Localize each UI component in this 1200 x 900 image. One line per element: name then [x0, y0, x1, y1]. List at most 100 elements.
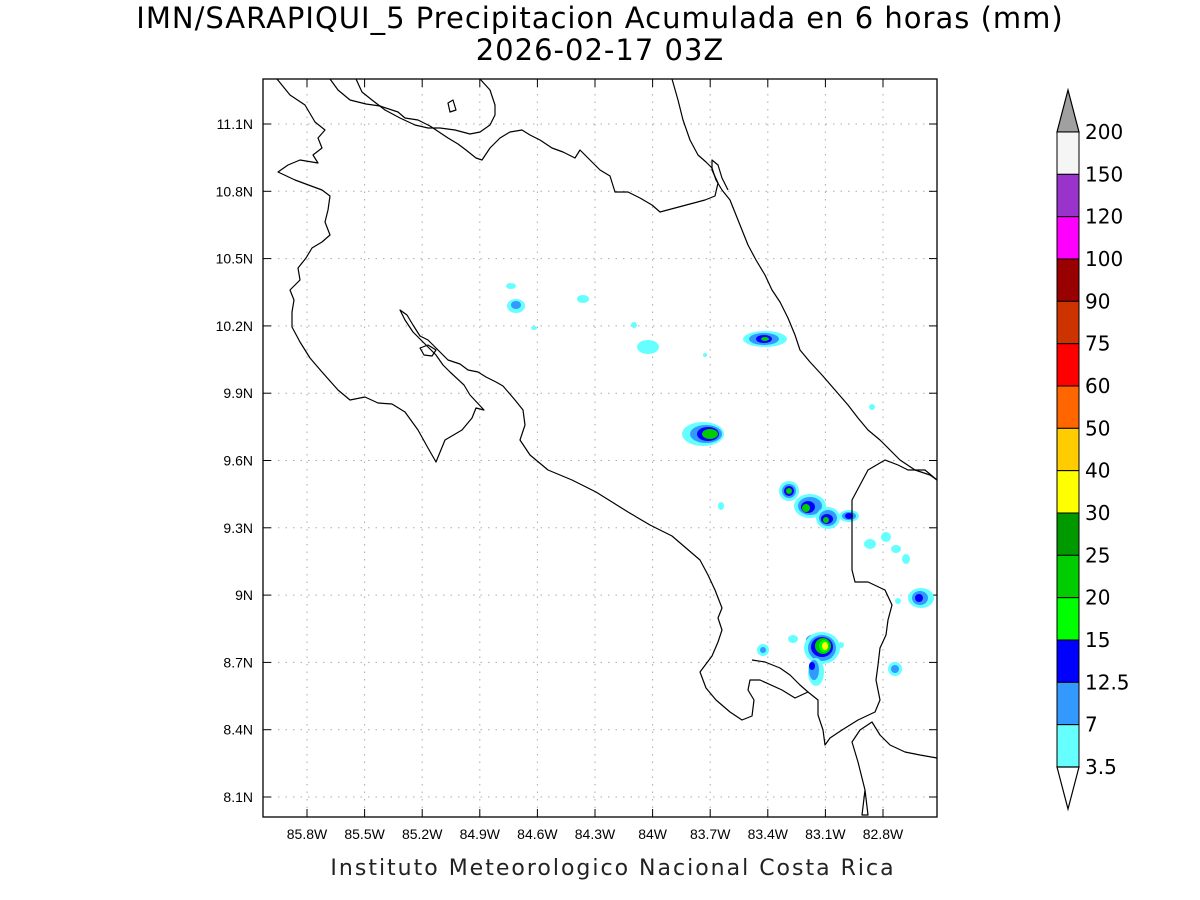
colorbar-swatch — [1056, 512, 1080, 556]
colorbar-swatch — [1056, 131, 1080, 175]
precipitation-areas — [506, 283, 934, 686]
caribbean-coast — [671, 78, 938, 481]
colorbar-level-label: 40 — [1085, 459, 1110, 483]
grid-lines — [263, 79, 937, 817]
colorbar-swatch — [1056, 385, 1080, 429]
colorbar-level-label: 120 — [1085, 205, 1123, 229]
lat-tick-label: 8.1N — [223, 789, 253, 805]
lon-tick-label: 85.5W — [344, 826, 385, 842]
colorbar-swatch — [1056, 470, 1080, 514]
colorbar-level-label: 90 — [1085, 289, 1110, 313]
colorbar-level-label: 60 — [1085, 374, 1110, 398]
precip-area — [822, 642, 828, 650]
footer-credit: Instituto Meteorologico Nacional Costa R… — [330, 856, 896, 881]
precip-area — [577, 295, 589, 303]
precip-area — [891, 665, 899, 673]
precip-area — [802, 504, 810, 512]
colorbar-level-label: 75 — [1085, 332, 1110, 356]
colorbar-level-label: 150 — [1085, 162, 1123, 186]
lon-tick-label: 83.7W — [690, 826, 731, 842]
latitude-labels: 11.1N 10.8N 10.5N 10.2N 9.9N 9.6N 9.3N 9N 8.7N 8.… — [216, 116, 253, 805]
northern-border — [329, 78, 729, 213]
lat-tick-label: 9N — [235, 587, 253, 603]
coastlines-and-borders — [276, 78, 938, 816]
map-title: IMN/SARAPIQUI_5 Precipitacion Acumulada … — [136, 1, 1064, 35]
colorbar-swatch — [1056, 173, 1080, 218]
lat-tick-label: 10.8N — [216, 183, 253, 199]
precip-area — [760, 647, 766, 653]
lon-tick-label: 83.1W — [805, 826, 846, 842]
precip-area — [786, 488, 792, 494]
colorbar-level-label: 20 — [1085, 586, 1110, 610]
colorbar-swatch — [1056, 427, 1080, 472]
colorbar-level-label: 30 — [1085, 501, 1110, 525]
precip-area — [637, 340, 659, 354]
colorbar-level-label: 7 — [1085, 713, 1098, 737]
colorbar-swatch — [1056, 639, 1080, 683]
colorbar-swatch — [1056, 724, 1080, 768]
lon-tick-label: 84.3W — [575, 826, 616, 842]
colorbar-level-label: 25 — [1085, 543, 1110, 567]
colorbar-level-label: 15 — [1085, 628, 1110, 652]
precip-area — [631, 322, 637, 328]
precip-area — [881, 532, 891, 542]
colorbar-top-arrow — [1056, 87, 1080, 133]
lat-tick-label: 9.6N — [223, 453, 253, 469]
colorbar-swatch — [1056, 343, 1080, 387]
colorbar-level-label: 50 — [1085, 416, 1110, 440]
colorbar-swatch — [1056, 554, 1080, 599]
precip-area — [838, 642, 844, 648]
precip-area — [895, 598, 901, 604]
precip-area — [869, 404, 875, 410]
colorbar-swatch — [1056, 258, 1080, 302]
precip-area — [891, 545, 901, 553]
colorbar-swatch — [1056, 681, 1080, 726]
colorbar-level-label: 100 — [1085, 247, 1123, 271]
precip-area — [788, 635, 798, 643]
lon-tick-label: 84.9W — [460, 826, 501, 842]
gulf-island — [419, 344, 437, 357]
precip-area — [703, 353, 707, 357]
colorbar-level-label: 200 — [1085, 120, 1123, 144]
lat-tick-label: 10.2N — [216, 318, 253, 334]
lon-tick-label: 82.8W — [863, 826, 904, 842]
colorbar-level-label: 3.5 — [1085, 755, 1117, 779]
panama-coast — [851, 721, 938, 816]
lat-tick-label: 9.9N — [223, 385, 253, 401]
colorbar-bottom-arrow — [1056, 766, 1080, 812]
colorbar-level-label: 12.5 — [1085, 670, 1130, 694]
lon-tick-label: 84.6W — [517, 826, 558, 842]
lake-shore — [355, 78, 496, 135]
colorbar-swatch — [1056, 597, 1080, 641]
precip-area — [761, 337, 769, 341]
colorbar: 200 150 120 100 90 75 60 50 40 30 25 20 15 12.5 7 3.5 — [1056, 87, 1130, 812]
precip-area — [506, 283, 516, 289]
map-datetime: 2026-02-17 03Z — [475, 33, 725, 67]
precip-area — [915, 594, 923, 602]
nicaragua-border — [276, 78, 938, 746]
lat-tick-label: 11.1N — [217, 116, 253, 132]
lake-island — [447, 99, 457, 113]
lon-tick-label: 84W — [638, 826, 668, 842]
colorbar-swatch — [1056, 300, 1080, 345]
precip-area — [702, 429, 718, 439]
osa-peninsula — [751, 659, 809, 693]
precip-area — [809, 662, 815, 670]
lon-tick-label: 85.8W — [287, 826, 328, 842]
longitude-labels: 85.8W 85.5W 85.2W 84.9W 84.6W 84.3W 84W 83.7W 83… — [287, 826, 904, 842]
precip-area — [902, 554, 910, 564]
precip-area — [823, 517, 829, 523]
precip-area — [511, 301, 521, 309]
precip-area — [531, 326, 537, 330]
lat-tick-label: 8.7N — [223, 654, 253, 670]
lat-tick-label: 8.4N — [223, 722, 253, 738]
precip-area — [845, 513, 853, 519]
lon-tick-label: 85.2W — [402, 826, 443, 842]
lat-tick-label: 10.5N — [216, 251, 253, 267]
map-frame — [262, 78, 938, 818]
colorbar-swatch — [1056, 216, 1080, 260]
lat-tick-label: 9.3N — [223, 520, 253, 536]
precip-area — [864, 539, 876, 549]
lon-tick-label: 83.4W — [748, 826, 789, 842]
